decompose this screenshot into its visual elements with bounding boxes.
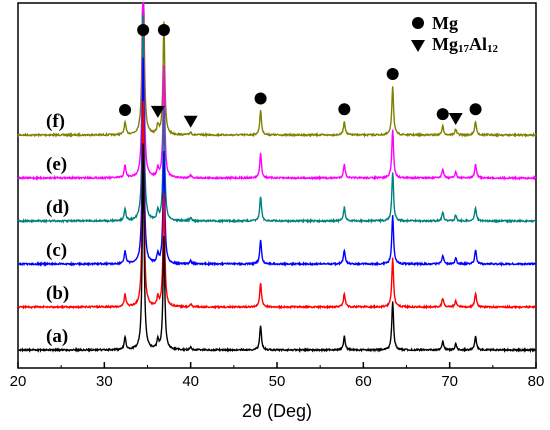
series-line-c [17, 57, 537, 268]
series-label-c: (c) [46, 240, 67, 261]
mg-peak-marker [254, 92, 267, 105]
series-label-layer: (f) (e) (d) (c) (b) (a) [46, 111, 69, 347]
mg-peak-marker [157, 24, 170, 36]
series-layer [17, 2, 537, 354]
x-tick-label: 30 [96, 373, 113, 390]
x-tick-label: 20 [10, 373, 27, 390]
legend-triangle-icon [411, 40, 425, 52]
series-label-b: (b) [46, 283, 69, 304]
x-tick-label: 60 [355, 373, 372, 390]
x-tick-label: 50 [269, 373, 286, 390]
mg-peak-marker [386, 67, 399, 80]
x-tick-label: 40 [182, 373, 199, 390]
series-line-f [17, 2, 537, 139]
legend-label-mg: Mg [432, 13, 458, 33]
series-line-e [17, 2, 537, 182]
series-label-a: (a) [46, 326, 68, 347]
mg-peak-marker [119, 103, 132, 116]
marker-layer [119, 24, 482, 128]
x-axis: 20 30 40 50 60 70 80 [10, 362, 545, 390]
mg17al12-peak-marker [150, 105, 165, 118]
legend: Mg Mg17Al12 [411, 13, 499, 55]
series-line-b [17, 101, 537, 311]
series-label-e: (e) [46, 154, 67, 175]
mg17al12-peak-marker [448, 113, 463, 126]
mg-peak-marker [436, 108, 449, 121]
mg-peak-marker [338, 103, 351, 116]
mg17al12-peak-marker [183, 115, 198, 128]
mg-peak-marker [137, 24, 150, 36]
x-tick-label: 70 [441, 373, 458, 390]
legend-label-mg17al12: Mg17Al12 [432, 34, 499, 55]
series-label-f: (f) [46, 111, 65, 132]
series-label-d: (d) [46, 197, 69, 218]
plot-area-frame [17, 2, 537, 369]
series-line-d [17, 14, 537, 224]
x-tick-label: 80 [528, 373, 545, 390]
mg-peak-marker [469, 103, 482, 116]
x-axis-title: 2θ (Deg) [242, 401, 312, 421]
legend-circle-icon [412, 17, 424, 29]
series-line-a [17, 143, 537, 354]
